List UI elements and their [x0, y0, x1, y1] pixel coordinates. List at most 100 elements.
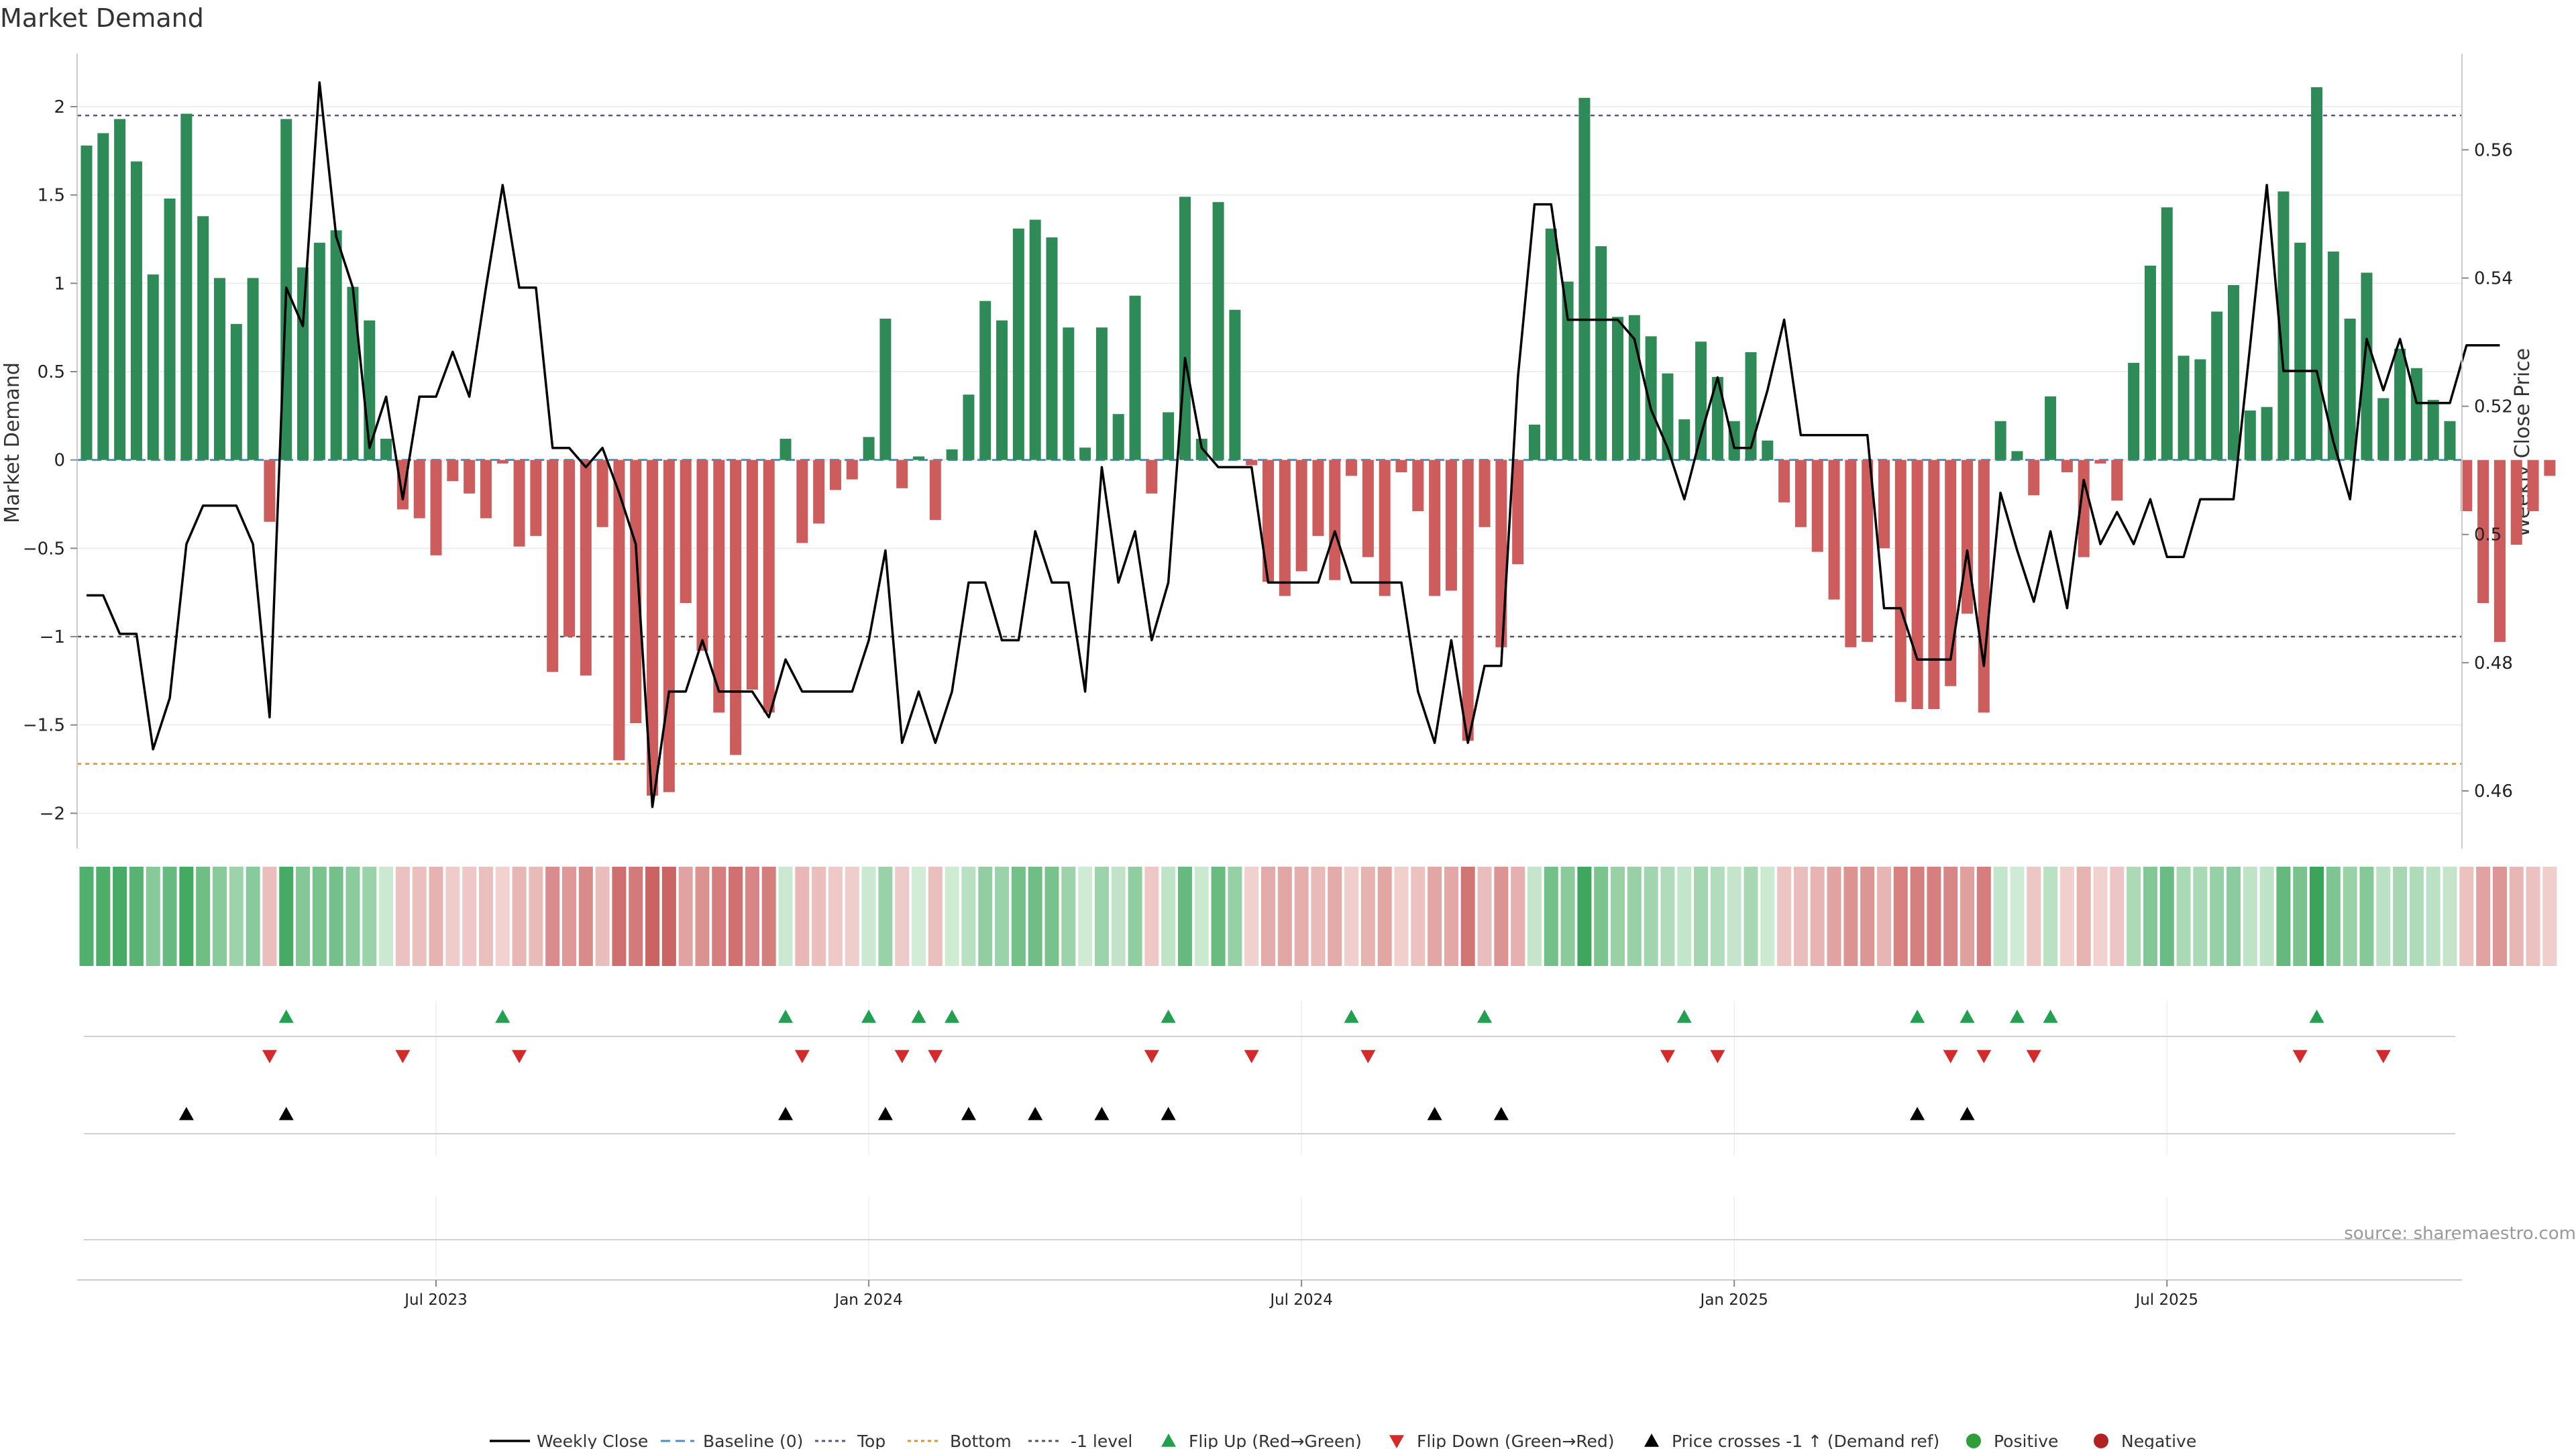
- strip-cell: [545, 867, 560, 966]
- legend-swatch-positive: [1966, 1434, 1981, 1448]
- strip-cell: [2376, 867, 2391, 966]
- strip-cell: [2293, 867, 2308, 966]
- demand-bar: [1612, 317, 1624, 460]
- strip-cell: [1727, 867, 1741, 966]
- strip-cell: [1677, 867, 1692, 966]
- demand-bar: [979, 301, 991, 460]
- demand-bar: [896, 460, 908, 488]
- strip-cell: [246, 867, 260, 966]
- flip-up-marker: [1910, 1010, 1925, 1023]
- strip-cell: [2243, 867, 2257, 966]
- demand-bar: [330, 230, 342, 460]
- strip-cell: [1128, 867, 1142, 966]
- demand-bar: [313, 242, 325, 460]
- demand-bar: [1229, 309, 1241, 460]
- demand-bar: [297, 267, 309, 460]
- strip-cell: [1511, 867, 1525, 966]
- demand-bar: [1112, 414, 1124, 460]
- demand-bar: [213, 278, 225, 460]
- demand-bar: [2045, 396, 2057, 460]
- strip-cell: [395, 867, 410, 966]
- strip-cell: [1411, 867, 1426, 966]
- demand-bar: [2111, 460, 2123, 501]
- flip-up-marker: [1161, 1010, 1176, 1023]
- left-tick-label: −1: [40, 627, 65, 647]
- demand-bar: [1412, 460, 1424, 512]
- demand-bar: [347, 286, 359, 460]
- strip-cell: [1793, 867, 1808, 966]
- demand-bar: [647, 460, 659, 796]
- strip-cell: [2027, 867, 2041, 966]
- strip-cell: [1094, 867, 1109, 966]
- strip-cell: [1660, 867, 1675, 966]
- demand-bar: [1862, 460, 1874, 642]
- strip-cell: [1993, 867, 2008, 966]
- strip-cell: [1594, 867, 1609, 966]
- strip-cell: [512, 867, 527, 966]
- demand-bar: [480, 460, 492, 519]
- demand-bar: [97, 133, 109, 460]
- strip-cell: [995, 867, 1010, 966]
- demand-bar: [580, 460, 592, 676]
- x-axis: Jul 2023 Jan 2024 Jul 2024 Jan 2025 Jul 2025: [403, 1280, 2198, 1309]
- strip-cell: [412, 867, 427, 966]
- strip-cell: [761, 867, 776, 966]
- strip-cell: [1860, 867, 1875, 966]
- strip-cell: [146, 867, 160, 966]
- demand-bar: [563, 460, 575, 637]
- legend-swatch-negative: [2094, 1434, 2108, 1448]
- strip-cell: [2409, 867, 2424, 966]
- demand-bar: [530, 460, 542, 536]
- demand-bar: [1312, 460, 1324, 536]
- flip-down-marker: [1710, 1050, 1725, 1063]
- strip-cell: [179, 867, 194, 966]
- demand-bars: [80, 87, 2556, 796]
- demand-bar: [1079, 447, 1091, 460]
- strip-cell: [2159, 867, 2174, 966]
- demand-bar: [2394, 348, 2406, 460]
- strip-cell: [1028, 867, 1042, 966]
- strip-cell: [695, 867, 710, 966]
- strip-cell: [2443, 867, 2457, 966]
- demand-bar: [2211, 311, 2223, 460]
- strip-cell: [2310, 867, 2324, 966]
- flip-up-marker: [911, 1010, 926, 1023]
- demand-bar: [1562, 281, 1574, 460]
- weekly-close-line: [87, 81, 2500, 808]
- demand-bar: [2527, 460, 2539, 512]
- strip-cell: [928, 867, 943, 966]
- strip-cell: [262, 867, 277, 966]
- cross-up-marker: [1161, 1107, 1176, 1120]
- demand-bar: [929, 460, 941, 521]
- demand-bar: [1711, 376, 1723, 460]
- flip-down-marker: [1360, 1050, 1376, 1063]
- strip-cell: [1311, 867, 1326, 966]
- strip-cell: [1544, 867, 1558, 966]
- demand-bar: [2144, 266, 2156, 460]
- strip-cell: [296, 867, 311, 966]
- demand-bar: [447, 460, 459, 482]
- demand-bar: [829, 460, 841, 490]
- flip-down-marker: [2292, 1050, 2308, 1063]
- demand-bar: [2194, 359, 2206, 460]
- strip-cell: [1328, 867, 1342, 966]
- strip-cell: [595, 867, 610, 966]
- demand-bar: [913, 456, 924, 460]
- demand-bar: [1146, 460, 1158, 494]
- flip-up-marker: [1477, 1010, 1493, 1023]
- strip-cell: [661, 867, 676, 966]
- left-tick-label: −2: [40, 804, 65, 824]
- demand-bar: [1794, 460, 1807, 527]
- demand-bar: [763, 460, 775, 713]
- legend-label: Weekly Close: [537, 1432, 648, 1449]
- strip-cell: [162, 867, 177, 966]
- legend-label: Flip Down (Green→Red): [1417, 1432, 1615, 1449]
- demand-bar: [1163, 412, 1175, 460]
- strip-cell: [978, 867, 993, 966]
- cross-up-marker: [1493, 1107, 1509, 1120]
- demand-bar: [2427, 400, 2439, 460]
- flip-up-marker: [861, 1010, 877, 1023]
- reference-lines: [77, 114, 2462, 765]
- demand-bar: [1046, 237, 1058, 460]
- demand-bar: [1462, 460, 1474, 741]
